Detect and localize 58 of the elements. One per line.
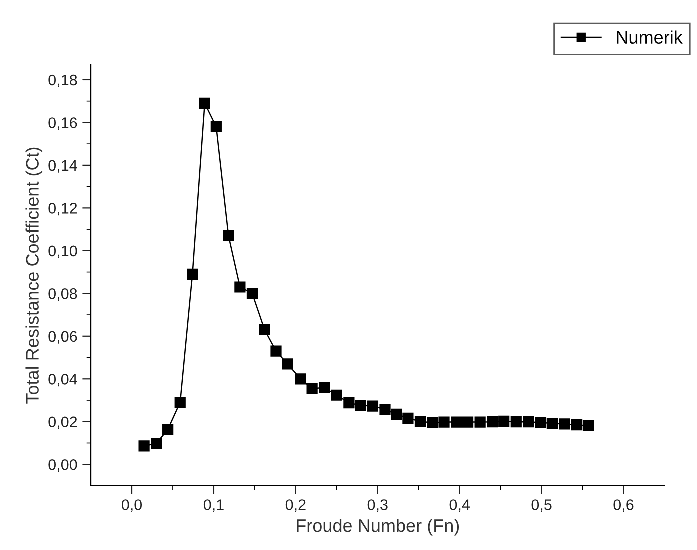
y-tick-label: 0,16 (48, 118, 78, 130)
point (498, 416, 510, 427)
point (295, 374, 306, 385)
point (246, 288, 258, 300)
point (427, 417, 438, 428)
x-axis-title: Froude Number (Fn) (297, 518, 460, 536)
point (187, 268, 198, 280)
point (344, 398, 355, 409)
point (259, 324, 270, 336)
y-tick-label: 0,14 (48, 160, 78, 173)
x-tick-label: 0,5 (532, 500, 552, 512)
y-tick-label: 0,00 (48, 459, 78, 472)
point (270, 346, 282, 357)
point (391, 408, 402, 420)
x-tick-label: 0,1 (204, 500, 224, 512)
point (487, 416, 498, 428)
y-tick-label: 0,18 (48, 74, 78, 88)
point (331, 390, 342, 401)
point (510, 416, 522, 428)
point (367, 400, 379, 412)
point (138, 440, 150, 452)
point (151, 438, 162, 450)
point (306, 383, 318, 394)
point (462, 416, 474, 428)
y-tick-label: 0,02 (48, 416, 78, 430)
point (319, 382, 330, 394)
point (162, 424, 174, 436)
point (474, 416, 486, 428)
point (414, 416, 426, 428)
point (438, 416, 450, 428)
point (199, 98, 211, 110)
x-tick-label: 0,6 (614, 500, 634, 512)
y-tick-label: 0,04 (48, 374, 78, 387)
point (451, 416, 462, 428)
point (546, 418, 558, 430)
point (559, 418, 570, 430)
point (402, 412, 414, 424)
point (571, 420, 583, 431)
y-tick-label: 0,10 (48, 246, 78, 258)
legend-label: Numerik (617, 30, 683, 44)
point (223, 230, 234, 242)
y-axis-title: Total Resistance Coefficient (Ct) (26, 148, 43, 404)
y-tick-label: 0,06 (48, 331, 78, 344)
y-tick-label: 0,12 (48, 203, 78, 216)
point (174, 397, 186, 408)
point (282, 358, 294, 370)
point (535, 417, 547, 428)
x-tick-label: 0,3 (368, 500, 388, 512)
point (355, 400, 366, 412)
point (582, 420, 594, 432)
x-tick-label: 0,0 (122, 500, 142, 512)
point (380, 404, 391, 416)
y-tick-label: 0,08 (48, 288, 78, 302)
point (523, 416, 534, 428)
point (234, 282, 246, 293)
x-tick-label: 0,2 (286, 500, 306, 512)
x-tick-label: 0,4 (450, 500, 470, 512)
point (210, 121, 222, 133)
